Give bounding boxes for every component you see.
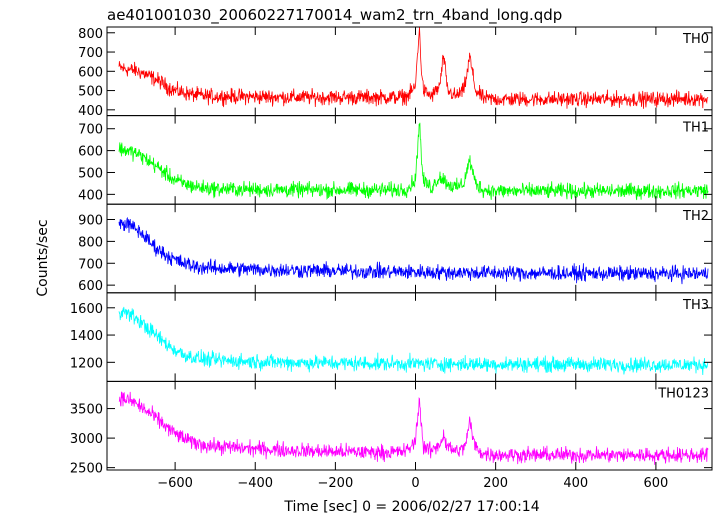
- series-line-th3: [118, 306, 709, 376]
- y-tick-label: 600: [78, 65, 103, 80]
- y-tick-label: 1200: [70, 356, 103, 371]
- series-line-th0: [118, 26, 709, 109]
- y-tick-label: 1600: [70, 302, 103, 317]
- panel-frame: [106, 380, 713, 471]
- y-tick-label: 500: [78, 85, 103, 100]
- y-tick-label: 3500: [70, 403, 103, 418]
- panel-label: TH1: [682, 121, 709, 136]
- y-tick-label: 600: [78, 145, 103, 160]
- y-tick-label: 900: [78, 214, 103, 229]
- y-tick-label: 700: [78, 123, 103, 138]
- panel-label: TH0123: [657, 386, 709, 401]
- y-tick-label: 800: [78, 27, 103, 42]
- x-tick-label: −600: [157, 476, 193, 491]
- series-line-th1: [118, 122, 709, 201]
- panel-label: TH0: [682, 32, 709, 47]
- y-tick-label: 400: [78, 188, 103, 203]
- x-tick-label: −400: [237, 476, 273, 491]
- y-axis-label: Counts/sec: [35, 219, 51, 296]
- y-tick-label: 700: [78, 46, 103, 61]
- panel-th2: TH2 600 700 800 900: [78, 203, 713, 294]
- y-tick-label: 600: [78, 279, 103, 294]
- panel-th1: TH1 400 500 600 700: [78, 115, 713, 205]
- y-tick-label: 800: [78, 235, 103, 250]
- x-tick-label: −200: [318, 476, 354, 491]
- y-tick-label: 3000: [70, 432, 103, 447]
- panel-frame: [106, 26, 713, 117]
- x-tick-label: 0: [411, 476, 419, 491]
- series-line-th0123: [118, 391, 709, 465]
- y-tick-label: 500: [78, 166, 103, 181]
- chart-title: ae401001030_20060227170014_wam2_trn_4ban…: [107, 6, 562, 25]
- panel-th3: TH3 1200 1400 1600: [70, 292, 713, 382]
- x-tick-label: 400: [563, 476, 588, 491]
- y-tick-label: 2500: [70, 462, 103, 477]
- x-tick-label: 600: [643, 476, 668, 491]
- x-tick-label: 200: [483, 476, 508, 491]
- y-tick-label: 400: [78, 104, 103, 119]
- panels: TH0 400 500 600 700 800 TH1 400 500 600 700 TH2 600 7…: [70, 26, 713, 491]
- x-axis-label: Time [sec] 0 = 2006/02/27 17:00:14: [283, 499, 539, 515]
- panel-label: TH2: [682, 209, 709, 224]
- panel-th0123: TH0123 2500 3000 3500: [70, 380, 713, 477]
- series-line-th2: [118, 216, 709, 285]
- y-tick-label: 1400: [70, 329, 103, 344]
- y-tick-label: 700: [78, 257, 103, 272]
- panel-label: TH3: [682, 298, 709, 313]
- panel-th0: TH0 400 500 600 700 800: [78, 26, 713, 119]
